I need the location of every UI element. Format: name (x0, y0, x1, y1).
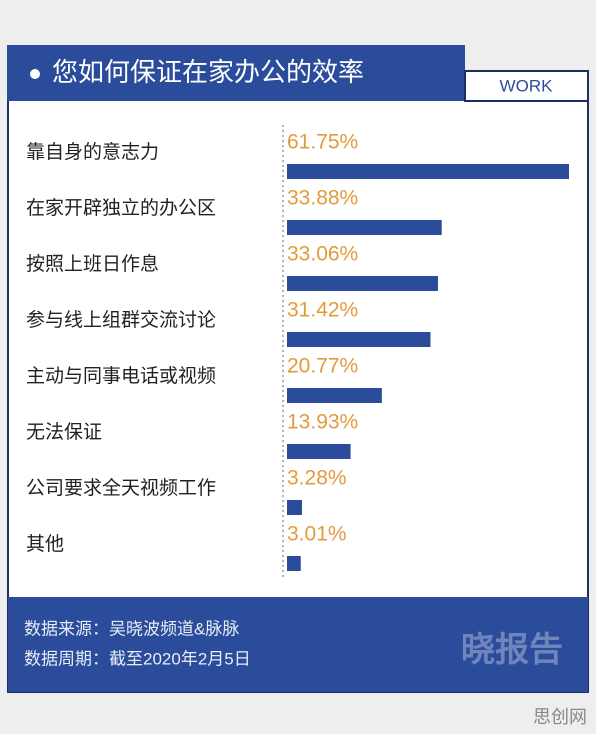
period: 数据周期：截至2020年2月5日 (24, 649, 251, 668)
bar (287, 332, 431, 347)
bar (287, 276, 438, 291)
watermark: 晓报告 (461, 631, 563, 669)
category-label: 无法保证 (26, 421, 102, 443)
footer (8, 597, 588, 692)
category-label: 按照上班日作息 (26, 253, 159, 275)
bar (287, 444, 351, 459)
category-label: 在家开辟独立的办公区 (26, 197, 216, 219)
value-label: 33.88% (287, 187, 358, 210)
tag: WORK (500, 76, 554, 95)
site-mark: 思创网 (533, 707, 587, 727)
value-label: 3.01% (287, 523, 347, 546)
bar (287, 556, 301, 571)
value-label: 61.75% (287, 131, 358, 154)
bar (287, 220, 442, 235)
header (7, 45, 465, 101)
category-label: 主动与同事电话或视频 (26, 365, 216, 387)
bar (287, 164, 569, 179)
bullet (30, 69, 40, 79)
value-label: 20.77% (287, 355, 358, 378)
bar (287, 388, 382, 403)
value-label: 31.42% (287, 299, 358, 322)
value-label: 3.28% (287, 467, 347, 490)
value-label: 13.93% (287, 411, 358, 434)
category-label: 靠自身的意志力 (26, 141, 159, 163)
category-label: 公司要求全天视频工作 (26, 477, 216, 499)
chart-title: 您如何保证在家办公的效率 (52, 57, 364, 87)
tag-box (464, 70, 589, 102)
value-label: 33.06% (287, 243, 358, 266)
category-label: 参与线上组群交流讨论 (26, 309, 216, 331)
source: 数据来源：吴晓波频道&脉脉 (24, 619, 239, 638)
category-label: 其他 (26, 533, 64, 555)
bar (287, 500, 302, 515)
